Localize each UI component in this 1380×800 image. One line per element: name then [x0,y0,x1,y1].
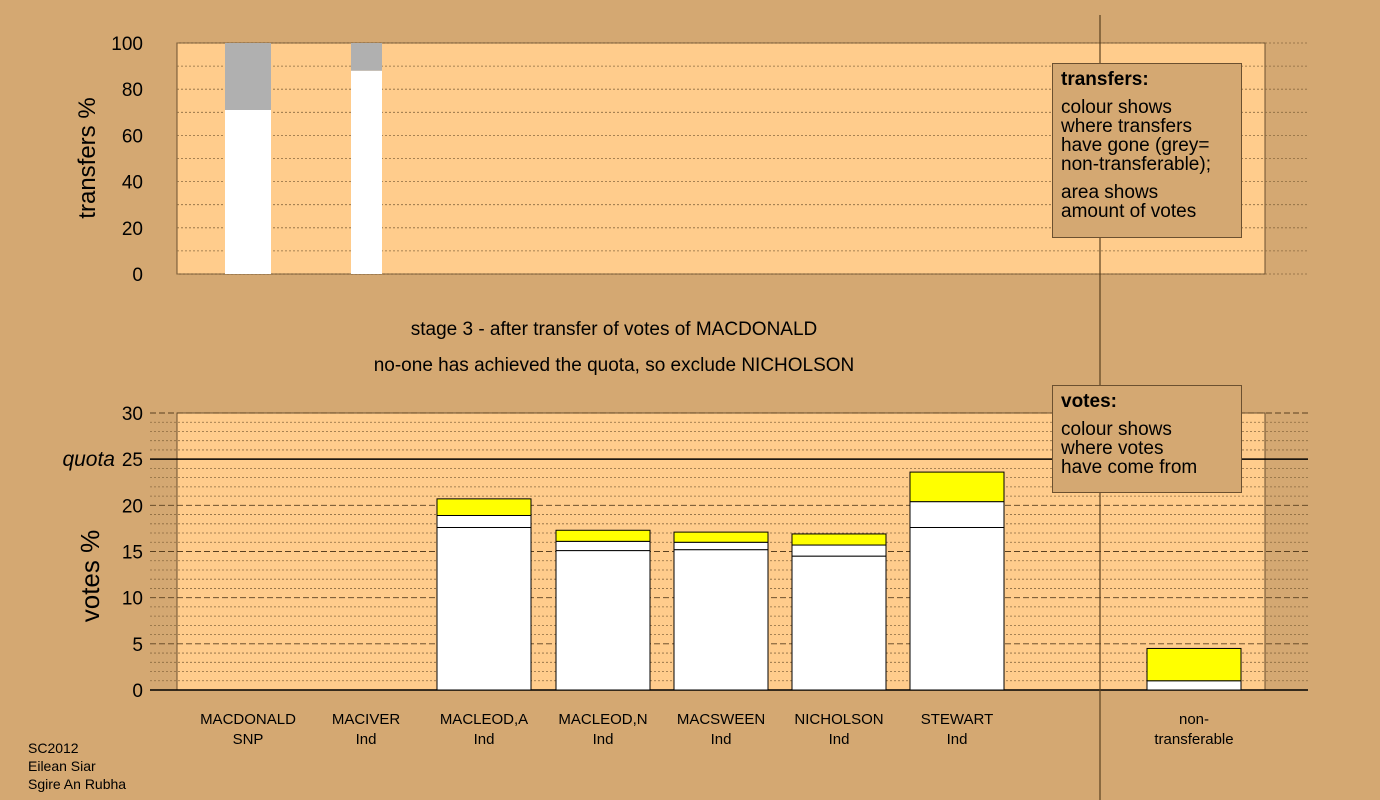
footer-line: Sgire An Rubha [28,776,127,792]
y-axis-label: transfers % [74,97,101,218]
candidate-name-label: MACDONALD [200,711,296,728]
status-text: no-one has achieved the quota, so exclud… [374,355,855,376]
votes-legend: votes: colour shows where votes have come … [1052,385,1242,493]
footer-line: Eilean Siar [28,758,96,774]
vote-bar-segment [673,541,769,551]
legend-line: have come from [1061,457,1198,478]
y-tick-label: 20 [122,496,143,517]
transfer-bar-segment [351,43,382,71]
candidate-name-label: MACLEOD,N [558,711,647,728]
legend-line: where votes [1061,438,1164,459]
transfers-legend: transfers: colour shows where transfers ha… [1052,63,1242,238]
footer: SC2012 Eilean Siar Sgire An Rubha [28,739,126,793]
y-tick-label: 0 [132,265,143,286]
transfer-bar-segment [225,109,271,275]
vote-bar-segment [909,526,1005,691]
legend-line: area shows [1061,182,1159,203]
candidate-party-label: Ind [593,731,614,748]
vote-bar-segment [909,501,1005,528]
candidate-party-label: SNP [233,731,264,748]
vote-bar-segment [555,540,651,552]
candidate-party-label: Ind [474,731,495,748]
vote-bar-segment [436,514,532,528]
vote-bar-segment [555,550,651,691]
legend-line: where transfers [1061,116,1192,137]
legend-title: transfers: [1061,69,1149,90]
legend-title: votes: [1061,391,1117,412]
y-tick-label: 15 [122,543,143,564]
candidate-party-label: Ind [829,731,850,748]
vote-bar-segment [673,531,769,543]
vote-bar-segment [909,471,1005,503]
vote-bar-segment [791,555,887,691]
candidate-name-label: MACLEOD,A [440,711,528,728]
vote-bar-segment [1146,647,1242,682]
candidate-name-label: NICHOLSON [794,711,883,728]
transfer-bar-segment [225,43,271,110]
y-tick-label: 60 [122,126,143,147]
candidate-name-label: MACSWEEN [677,711,765,728]
y-tick-label: 80 [122,80,143,101]
legend-line: colour shows [1061,419,1172,440]
y-tick-label: 40 [122,173,143,194]
vote-bar-segment [673,549,769,691]
y-tick-label: 5 [132,635,143,656]
vote-bar-segment [555,529,651,542]
candidate-name-label: non- [1179,711,1209,728]
y-tick-label: 25 [122,450,143,471]
candidate-party-label: transferable [1154,731,1233,748]
legend-line: colour shows [1061,97,1172,118]
transfer-bar-segment [351,70,382,274]
vote-bar-segment [436,526,532,691]
vote-bar-segment [791,533,887,546]
y-axis-label: votes % [75,530,105,623]
quota-label: quota [62,448,115,471]
y-tick-label: 100 [111,34,143,55]
footer-line: SC2012 [28,740,79,756]
vote-bar-segment [436,498,532,516]
vote-bar-segment [1146,680,1242,691]
legend-line: non-transferable); [1061,154,1211,175]
candidate-party-label: Ind [356,731,377,748]
stage-text: stage 3 - after transfer of votes of MAC… [411,319,818,340]
candidate-party-label: Ind [947,731,968,748]
y-tick-label: 30 [122,404,143,425]
legend-line: have gone (grey= [1061,135,1210,156]
vote-bar-segment [791,544,887,557]
candidate-name-label: STEWART [921,711,994,728]
y-tick-label: 0 [132,681,143,702]
candidate-party-label: Ind [711,731,732,748]
y-tick-label: 10 [122,589,143,610]
legend-line: amount of votes [1061,201,1197,222]
y-tick-label: 20 [122,219,143,240]
candidate-name-label: MACIVER [332,711,401,728]
